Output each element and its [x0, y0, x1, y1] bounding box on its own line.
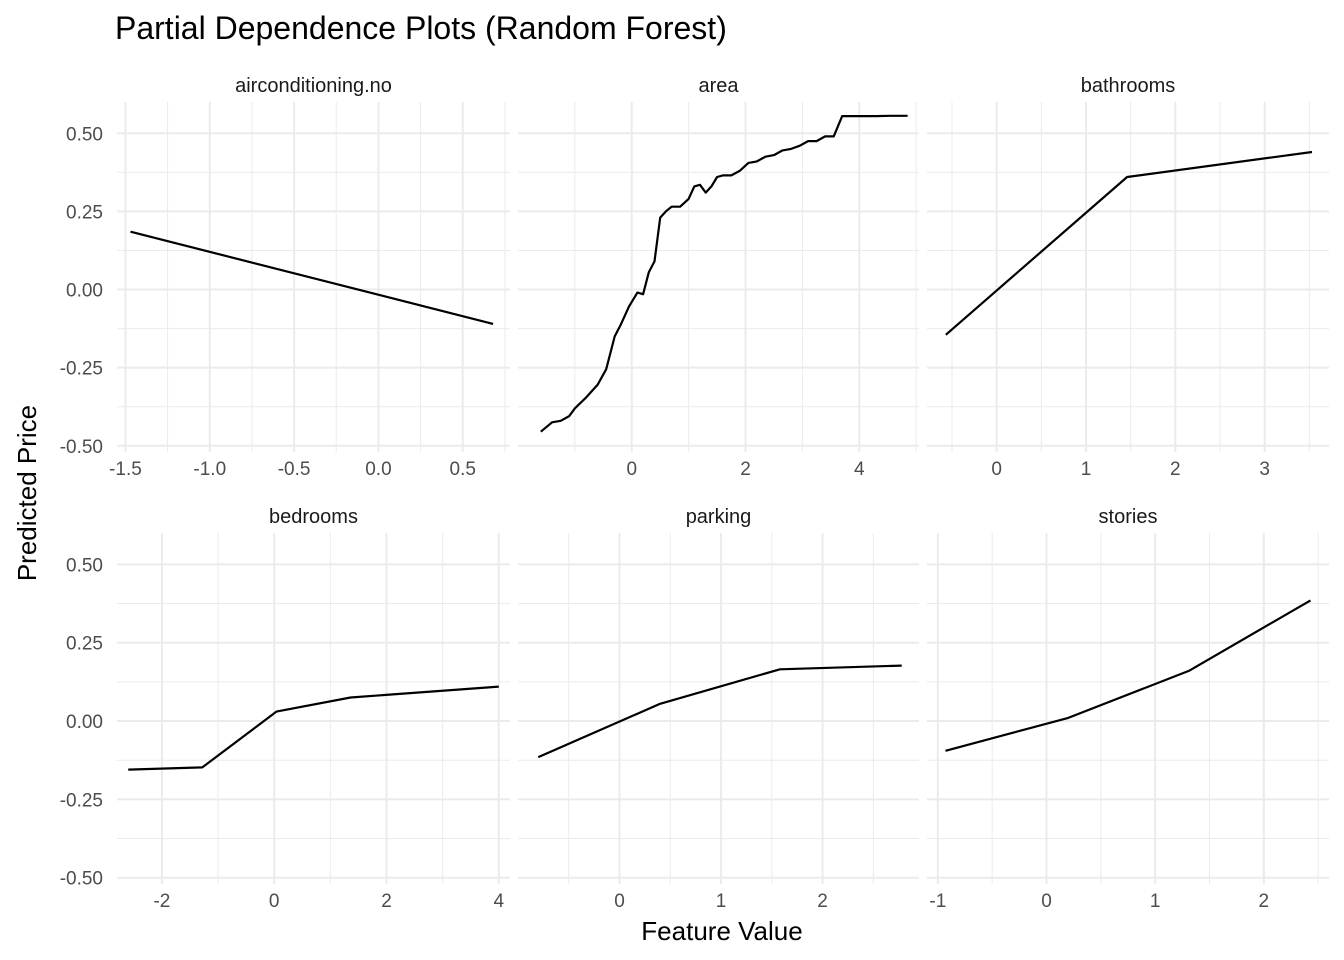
facet-stories: stories -1 0 1 2: [927, 506, 1329, 912]
x-tick-label: 2: [817, 891, 828, 912]
facet-parking: parking 0 1 2: [518, 506, 919, 912]
x-tick-label: 0: [269, 891, 280, 912]
facet-label-parking: parking: [686, 506, 752, 528]
x-tick-label: 2: [740, 459, 751, 480]
facet-label-area: area: [698, 75, 739, 97]
x-tick-label: 1: [1081, 459, 1092, 480]
x-tick-label: -1.5: [109, 459, 142, 480]
facet-label-bedrooms: bedrooms: [269, 506, 358, 528]
x-tick-label: -0.5: [278, 459, 311, 480]
x-tick-label: -2: [153, 891, 170, 912]
facet-label-bathrooms: bathrooms: [1081, 75, 1176, 97]
x-tick-label: 1: [716, 891, 727, 912]
x-axis-title: Feature Value: [641, 916, 802, 946]
facet-panels: airconditioning.no -1.5 -1.0 -0.5 0.0 0.5 -0.5…: [60, 75, 1329, 912]
x-tick-label: 2: [1170, 459, 1181, 480]
facet-airconditioning-no: airconditioning.no -1.5 -1.0 -0.5 0.0 0.5 -0.5…: [60, 75, 510, 480]
y-tick-label: -0.50: [60, 869, 103, 890]
x-tick-label: 0.0: [365, 459, 391, 480]
y-axis-title: Predicted Price: [12, 405, 42, 581]
facet-label-airconditioning-no: airconditioning.no: [235, 75, 392, 97]
y-tick-label: 0.50: [66, 555, 103, 576]
x-tick-label: 0: [991, 459, 1002, 480]
x-tick-label: 0: [1041, 891, 1052, 912]
facet-bathrooms: bathrooms 0 1 2 3: [927, 75, 1329, 480]
x-tick-label: 2: [381, 891, 392, 912]
x-tick-label: 2: [1259, 891, 1270, 912]
x-tick-label: 4: [493, 891, 504, 912]
x-tick-label: 0: [614, 891, 625, 912]
y-tick-label: 0.25: [66, 634, 103, 655]
y-tick-label: -0.25: [60, 359, 103, 380]
pd-line-parking: [537, 664, 902, 759]
x-tick-label: -1: [929, 891, 946, 912]
pd-line-stories: [945, 599, 1312, 752]
y-tick-label: -0.25: [60, 790, 103, 811]
x-tick-label: 4: [854, 459, 865, 480]
pd-line-bathrooms: [945, 150, 1313, 336]
y-tick-label: -0.50: [60, 437, 103, 458]
x-tick-label: 0: [626, 459, 637, 480]
pd-line-airconditioning-no: [130, 230, 494, 325]
pd-line-area: [540, 114, 908, 433]
pd-line-bedrooms: [128, 685, 499, 771]
y-tick-label: 0.50: [66, 124, 103, 145]
x-tick-label: 1: [1150, 891, 1161, 912]
x-tick-label: -1.0: [193, 459, 226, 480]
y-tick-label: 0.25: [66, 202, 103, 223]
facet-area: area 0 2 4: [518, 75, 919, 480]
y-tick-label: 0.00: [66, 281, 103, 302]
facet-label-stories: stories: [1099, 506, 1158, 528]
facet-bedrooms: bedrooms -2 0 2 4 -0.50 -0.25 0.00 0.25 0.50: [60, 506, 510, 912]
x-tick-label: 3: [1259, 459, 1270, 480]
y-tick-label: 0.00: [66, 712, 103, 733]
x-tick-label: 0.5: [450, 459, 476, 480]
chart-title: Partial Dependence Plots (Random Forest): [115, 10, 727, 46]
